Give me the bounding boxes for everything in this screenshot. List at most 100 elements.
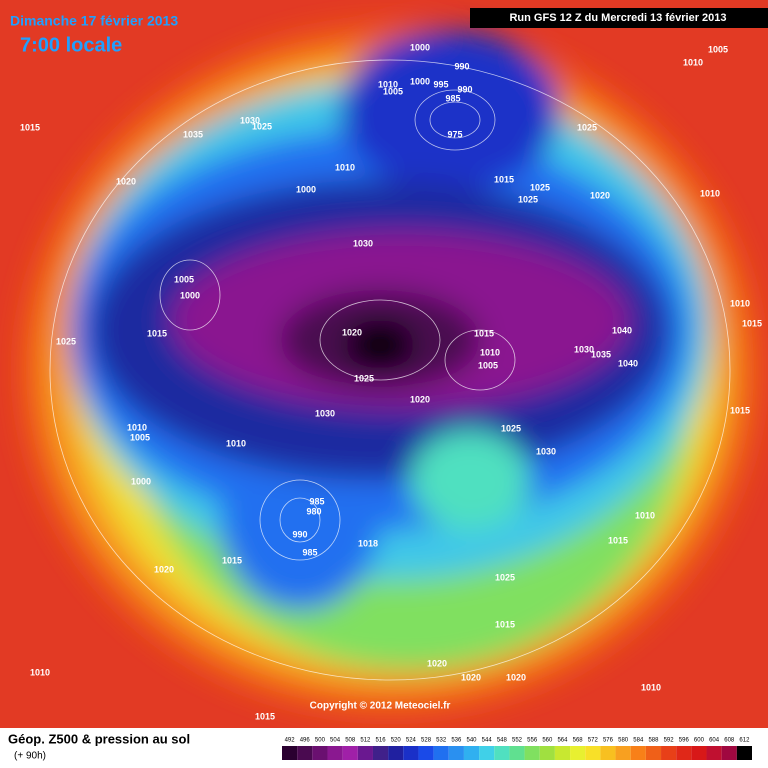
isobar-label: 1025 [518, 194, 538, 204]
isobar-label: 990 [457, 84, 472, 94]
scale-label: 540 [467, 738, 478, 744]
isobar-label: 1030 [574, 344, 594, 354]
scale-label: 520 [391, 738, 402, 744]
isobar-label: 1020 [590, 190, 610, 200]
run-text: Run GFS 12 Z du Mercredi 13 février 2013 [509, 12, 726, 24]
scale-label: 532 [436, 738, 447, 744]
isobar-label: 1035 [183, 129, 203, 139]
scale-label: 544 [482, 738, 493, 744]
scale-label: 516 [376, 738, 387, 744]
isobar-label: 990 [454, 61, 469, 71]
scale-swatch [282, 746, 298, 760]
scale-swatch [539, 746, 555, 760]
scale-swatch [357, 746, 373, 760]
scale-swatch [721, 746, 737, 760]
isobar-label: 1040 [612, 325, 632, 335]
run-box [470, 8, 768, 28]
scale-swatch [600, 746, 616, 760]
scale-swatch [661, 746, 677, 760]
scale-label: 584 [633, 738, 644, 744]
scale-label: 612 [739, 738, 750, 744]
scale-swatch [312, 746, 328, 760]
isobar-label: 1010 [378, 79, 398, 89]
isobar-label: 1005 [174, 274, 194, 284]
scale-label: 592 [664, 738, 675, 744]
scale-swatch [615, 746, 631, 760]
isobar-label: 1015 [474, 328, 494, 338]
isobar-label: 1010 [700, 188, 720, 198]
isobar-label: 1010 [730, 298, 750, 308]
scale-swatch [585, 746, 601, 760]
scale-swatch [297, 746, 313, 760]
scale-swatch [388, 746, 404, 760]
isobar-label: 1005 [708, 44, 728, 54]
isobar-label: 990 [292, 529, 307, 539]
scale-swatch [479, 746, 495, 760]
isobar-label: 1000 [410, 42, 430, 52]
isobar-label: 1010 [683, 57, 703, 67]
isobar-label: 985 [445, 93, 460, 103]
isobar-label: 1020 [116, 176, 136, 186]
isobar-label: 1010 [641, 682, 661, 692]
scale-swatch [372, 746, 389, 760]
scale-label: 556 [527, 738, 538, 744]
isobar-label: 980 [306, 506, 321, 516]
isobar-label: 1020 [427, 658, 447, 668]
isobar-label: 1000 [410, 76, 430, 86]
copyright: Copyright © 2012 Meteociel.fr [310, 701, 451, 712]
lead-time: (+ 90h) [14, 751, 46, 762]
scale-swatch [403, 746, 419, 760]
isobar-label: 1015 [608, 535, 628, 545]
scale-swatch [342, 746, 358, 760]
scale-swatch [448, 746, 464, 760]
scale-label: 580 [618, 738, 629, 744]
scale-label: 500 [315, 738, 326, 744]
isobar-label: 975 [447, 129, 462, 139]
isobar-label: 1015 [494, 174, 514, 184]
scale-label: 572 [588, 738, 599, 744]
isobar-label: 1030 [240, 115, 260, 125]
scale-label: 536 [451, 738, 462, 744]
isobar-label: 1020 [461, 672, 481, 682]
scale-label: 596 [679, 738, 690, 744]
isobar-label: 1015 [495, 619, 515, 629]
isobar-label: 1030 [536, 446, 556, 456]
scale-label: 504 [330, 738, 341, 744]
isobar-label: 1010 [480, 347, 500, 357]
isobar-label: 1010 [335, 162, 355, 172]
scale-label: 600 [694, 738, 705, 744]
isobar-label: 1015 [255, 711, 275, 721]
isobars [49, 59, 731, 681]
isobar-label: 1040 [618, 358, 638, 368]
scale-label: 568 [573, 738, 584, 744]
isobar-label: 995 [433, 79, 448, 89]
isobar-label: 1025 [495, 572, 515, 582]
scale-swatch [645, 746, 662, 760]
isobar-label: 1020 [342, 327, 362, 337]
scale-swatch [524, 746, 540, 760]
footer-title: Géop. Z500 & pression au sol [8, 731, 190, 746]
isobar-label: 1025 [577, 122, 597, 132]
isobar-label: 1015 [742, 318, 762, 328]
scale-label: 496 [300, 738, 311, 744]
scale-swatch [554, 746, 571, 760]
scale-swatch [706, 746, 722, 760]
isobar-label: 985 [302, 547, 317, 557]
isobar-label: 1025 [501, 423, 521, 433]
isobar-label: 1035 [591, 349, 611, 359]
isobar-label: 1030 [315, 408, 335, 418]
scale-label: 492 [285, 738, 296, 744]
isobar-label: 1000 [296, 184, 316, 194]
isobar-label: 1010 [30, 667, 50, 677]
scale-label: 576 [603, 738, 614, 744]
scale-swatch [509, 746, 525, 760]
scale-label: 608 [724, 738, 735, 744]
isobar-label: 1005 [130, 432, 150, 442]
isobar-label: 1015 [730, 405, 750, 415]
scale-label: 548 [497, 738, 508, 744]
scale-swatch [630, 746, 646, 760]
scale-label: 564 [557, 738, 568, 744]
isobar-label: 985 [309, 496, 324, 506]
